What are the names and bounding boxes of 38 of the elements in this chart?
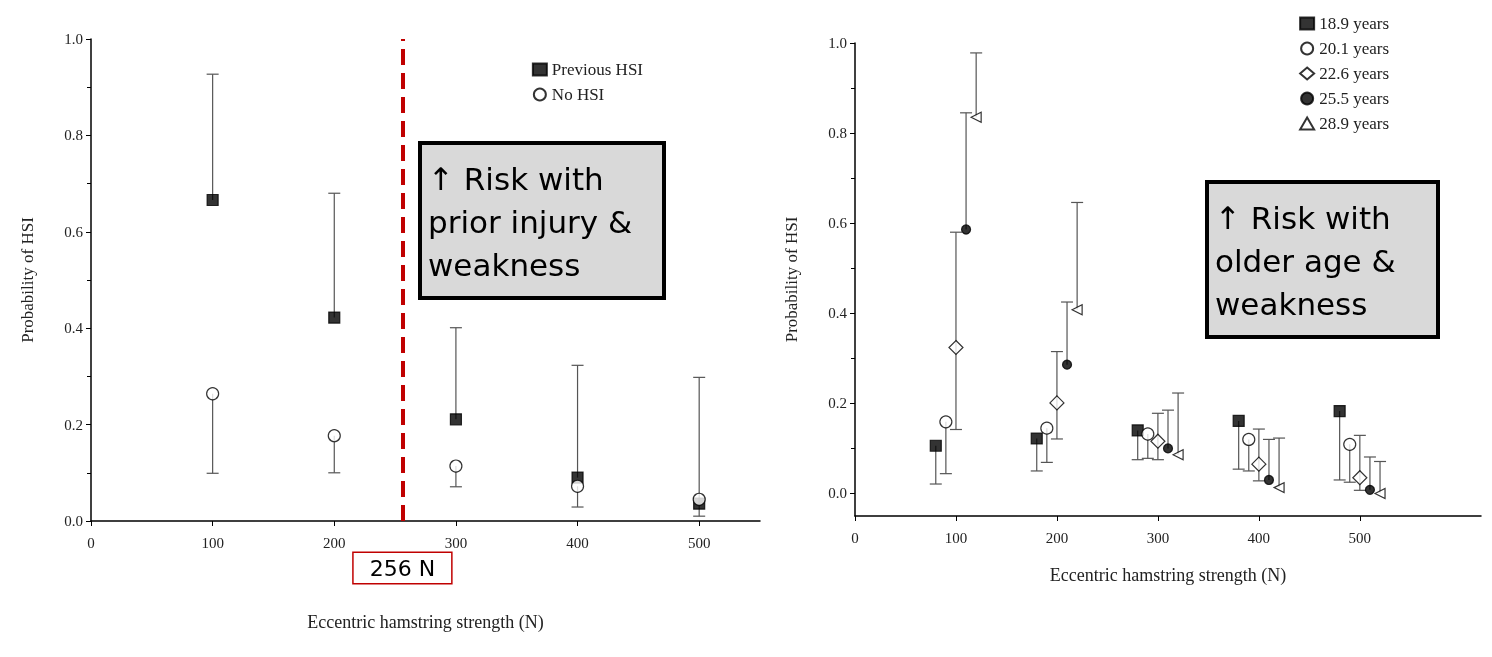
legend-label: 22.6 years	[1319, 64, 1390, 83]
y-tick-label: 1.0	[64, 31, 83, 47]
legend-label: No HSI	[551, 85, 605, 104]
y-axis-title: Probability of HSI	[782, 216, 801, 343]
legend-label: 20.1 years	[1319, 39, 1390, 58]
y-tick-label: 1.0	[828, 35, 847, 51]
x-tick-label: 0	[87, 534, 95, 551]
legend-label: 18.9 years	[1319, 14, 1390, 33]
y-tick-label: 0.2	[64, 416, 83, 433]
y-tick-label: 0.0	[828, 485, 847, 502]
x-tick-label: 100	[201, 534, 224, 551]
y-tick-label: 0.6	[64, 223, 84, 240]
y-tick-label: 0.2	[828, 395, 847, 412]
x-axis-title: Eccentric hamstring strength (N)	[307, 612, 544, 633]
legend-label: 28.9 years	[1319, 114, 1390, 133]
annotation: ↑ Risk with prior injury & weakness	[428, 160, 643, 283]
x-tick-label: 500	[1348, 529, 1372, 546]
x-tick-label: 300	[1146, 529, 1170, 546]
y-tick-label: 0.6	[828, 215, 848, 232]
x-tick-label: 300	[444, 534, 468, 551]
legend-label: Previous HSI	[551, 60, 644, 79]
y-tick-label: 0.8	[64, 127, 83, 144]
y-tick-label: 0.8	[828, 125, 847, 142]
y-tick-label: 0.0	[64, 513, 83, 529]
x-tick-label: 200	[323, 534, 346, 551]
x-tick-label: 0	[851, 529, 859, 546]
x-tick-label: 400	[1247, 529, 1271, 546]
x-tick-label: 200	[1045, 529, 1069, 546]
y-axis-title: Probability of HSI	[18, 216, 37, 343]
y-tick-label: 0.4	[64, 320, 84, 337]
x-tick-label: 400	[566, 534, 589, 551]
x-axis-title: Eccentric hamstring strength (N)	[1049, 565, 1287, 586]
legend-label: 25.5 years	[1319, 89, 1390, 108]
ref-line-label: 256 N	[369, 555, 436, 581]
y-tick-label: 0.4	[828, 305, 848, 322]
x-tick-label: 100	[944, 529, 968, 546]
annotation: ↑ Risk with older age & weakness	[1215, 199, 1406, 322]
x-tick-label: 500	[687, 534, 711, 551]
